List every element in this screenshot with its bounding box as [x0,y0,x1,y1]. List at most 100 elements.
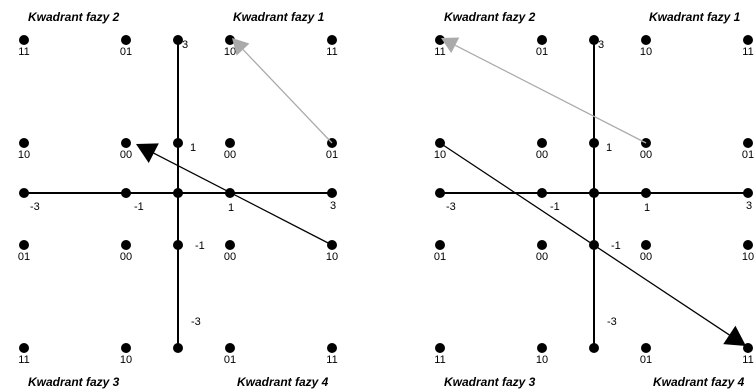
constellation-point-label: 01 [120,46,132,58]
constellation-point [743,240,753,250]
constellation-point [743,35,753,45]
constellation-point-label: 00 [536,251,548,263]
constellation-point [19,35,29,45]
constellation-point [537,35,547,45]
constellation-point-label: 11 [18,354,29,366]
quadrant-title-4: Kwadrant fazy 4 [237,375,329,389]
constellation-point-label: 10 [536,354,548,366]
constellation-point-label: 00 [120,251,132,263]
origin-point [173,188,183,198]
axis-point [19,188,29,198]
axis-point [641,188,651,198]
axis-point [537,188,547,198]
black-arrow-head [136,143,159,163]
constellation-point-label: 10 [742,251,754,263]
gray-arrow-head [441,37,460,54]
constellation-point-label: 01 [640,354,652,366]
quadrant-title-4: Kwadrant fazy 4 [653,375,745,389]
axis-point [173,35,183,45]
axis-point [327,188,337,198]
constellation-point [121,240,131,250]
constellation-point [225,343,235,353]
constellation-point [225,35,235,45]
constellation-point [121,35,131,45]
origin-point [589,188,599,198]
quadrant-title-1: Kwadrant fazy 1 [233,10,325,24]
constellation-point-label: 01 [326,149,338,161]
axis-point [589,138,599,148]
tick-label-x-pos1: 1 [644,202,650,214]
quadrant-title-3: Kwadrant fazy 3 [28,375,120,389]
constellation-point-label: 01 [434,251,446,263]
tick-label-y-neg1: -1 [611,240,621,252]
constellation-point-label: 11 [326,46,337,58]
axis-point [589,35,599,45]
constellation-point-label: 01 [536,46,548,58]
constellation-point [121,138,131,148]
constellation-point-label: 11 [434,354,445,366]
constellation-point [537,343,547,353]
quadrant-title-3: Kwadrant fazy 3 [444,375,536,389]
tick-label-y-pos3: 3 [598,39,604,51]
constellation-point [121,343,131,353]
constellation-point [19,240,29,250]
constellation-point [641,240,651,250]
axis-point [743,188,753,198]
axis-point [435,188,445,198]
tick-label-x-neg1: -1 [134,201,144,213]
constellation-point [641,35,651,45]
constellation-point-label: 10 [326,251,338,263]
constellation-point-label: 00 [224,149,236,161]
black-arrow-head [723,325,746,346]
constellation-point [327,35,337,45]
quadrant-title-2: Kwadrant fazy 2 [28,10,120,24]
constellation-point-label: 00 [640,149,652,161]
tick-label-y-neg1: -1 [195,240,205,252]
constellation-point [435,35,445,45]
tick-label-x-pos3: 3 [330,200,336,212]
axis-point [121,188,131,198]
constellation-point [225,138,235,148]
axis-point [589,343,599,353]
constellation-point [19,343,29,353]
constellation-point [641,343,651,353]
gray-arrow-line [242,49,333,144]
constellation-point-label: 00 [536,149,548,161]
tick-label-y-pos1: 1 [190,142,196,154]
tick-label-x-neg3: -3 [30,201,40,213]
tick-label-x-neg3: -3 [446,201,456,213]
constellation-point-label: 01 [742,149,754,161]
tick-label-x-pos3: 3 [746,200,752,212]
constellation-point [537,240,547,250]
constellation-point [435,343,445,353]
gray-arrow-line [454,44,647,144]
tick-label-y-neg3: -3 [191,316,201,328]
constellation-point [327,343,337,353]
gray-arrow-head [232,38,250,56]
constellation-diagram-right: -3 -1 1 3 3 1 -1 -3 11 01 10 00 10 11 00 01 01 00 11 10 00 10… [434,10,754,389]
constellation-point-label: 00 [120,149,132,161]
constellation-point [19,138,29,148]
quadrant-title-2: Kwadrant fazy 2 [444,10,536,24]
constellation-point-label: 01 [18,251,30,263]
constellation-point-label: 10 [640,46,652,58]
constellation-point-label: 00 [224,251,236,263]
constellation-point-label: 11 [742,354,753,366]
constellation-diagram-left: -3 -1 1 3 3 1 -1 -3 11 01 10 00 10 11 00 01 01 00 11 10 00 10… [18,10,338,389]
constellation-point-label: 11 [742,46,753,58]
constellation-point-label: 11 [434,46,445,58]
black-arrow-line [153,152,333,246]
constellation-point [743,138,753,148]
tick-label-y-neg3: -3 [607,316,617,328]
constellation-point-label: 11 [326,354,337,366]
quadrant-title-1: Kwadrant fazy 1 [649,10,741,24]
constellation-point-label: 11 [18,46,29,58]
axis-point [173,240,183,250]
constellation-point [537,138,547,148]
axis-point [173,138,183,148]
constellation-point-label: 10 [434,149,446,161]
constellation-point-label: 10 [120,354,132,366]
tick-label-x-pos1: 1 [228,202,234,214]
tick-label-y-pos1: 1 [606,142,612,154]
